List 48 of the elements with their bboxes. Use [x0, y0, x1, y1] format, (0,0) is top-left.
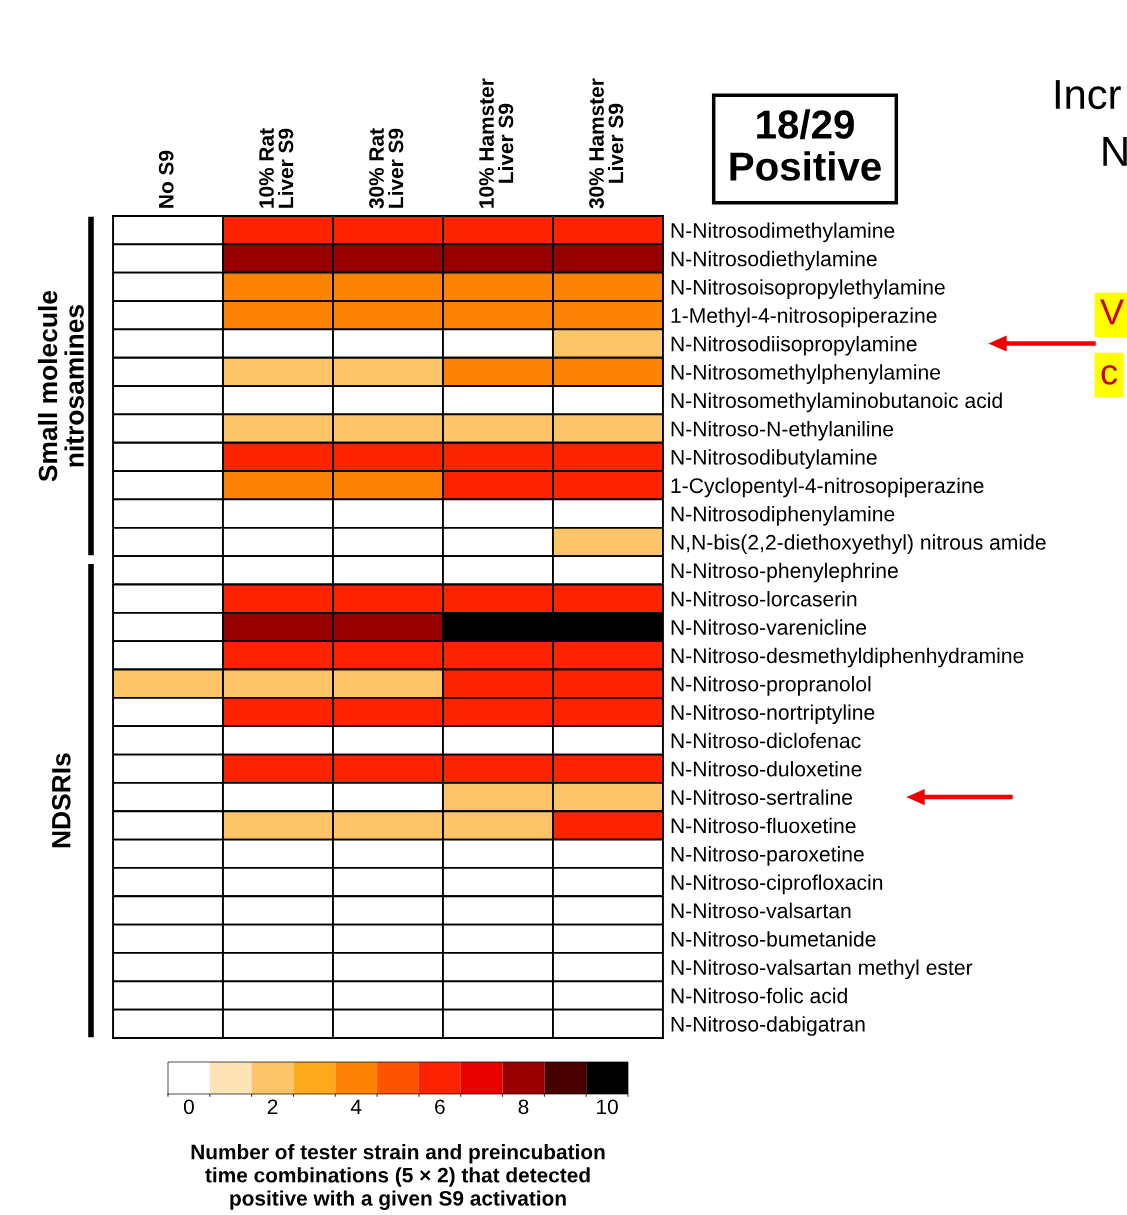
y-tick-label: N,N-bis(2,2-diethoxyethyl) nitrous amide	[671, 534, 1046, 554]
color-bar-label: 6	[435, 1099, 445, 1115]
color-bar-label: 2	[267, 1099, 278, 1114]
y-tick-label: N-Nitroso-phenylephrine	[671, 562, 898, 583]
y-tick-label: N-Nitroso-varenicline	[671, 619, 867, 635]
x-tick-label: 30% Rat Liver S9	[369, 128, 404, 209]
color-bar-title: Number of tester strain and preincubation time combinations (5 × 2) that detected positive with a given S9 activation	[191, 1144, 605, 1210]
y-tick-label: N-Nitroso-propranolol	[671, 676, 871, 696]
y-tick-label: N-Nitrosodimethylamine	[671, 222, 895, 243]
text: Small molecule nitrosamines	[37, 290, 84, 482]
x-tick-label: 30% Hamster Liver S9	[589, 78, 624, 209]
y-tick-label: N-Nitroso-N-ethylaniline	[671, 420, 894, 441]
y-tick-label: N-Nitrosodiisopropylamine	[671, 335, 917, 356]
x-tick-label: 10% Hamster Liver S9	[479, 78, 514, 208]
y-tick-label: 1-Cyclopentyl-4-nitrosopiperazine	[671, 477, 984, 498]
y-tick-label: N-Nitroso-ciprofloxacin	[671, 874, 883, 895]
text: c	[1101, 364, 1118, 385]
y-tick-label: N-Nitroso-bumetanide	[671, 931, 876, 947]
y-tick-label: N-Nitroso-folic acid	[671, 987, 847, 1004]
y-tick-label: N-Nitroso-fluoxetine	[671, 817, 856, 834]
y-tick-label: N-Nitroso-sertraline	[671, 789, 853, 805]
y-tick-label: N-Nitroso-diclofenac	[671, 732, 861, 749]
y-tick-label: N-Nitroso-duloxetine	[671, 761, 862, 777]
text: 18/29 Positive	[730, 109, 881, 181]
y-tick-label: N-Nitrosomethylphenylamine	[671, 364, 941, 384]
y-tick-label: N-Nitrosoisopropylethylamine	[671, 279, 945, 299]
text: V	[1100, 299, 1124, 325]
y-tick-label: N-Nitroso-paroxetine	[671, 846, 864, 866]
y-tick-label: N-Nitrosodibutylamine	[671, 449, 877, 469]
y-tick-label: 1-Methyl-4-nitrosopiperazine	[671, 307, 937, 328]
text: Incr	[1055, 80, 1121, 110]
text: N	[1103, 137, 1127, 166]
x-tick-label: No S9	[158, 150, 174, 208]
text: NDSRIs	[51, 753, 71, 848]
y-tick-label: N-Nitrosodiethylamine	[671, 250, 877, 271]
y-tick-label: N-Nitroso-valsartan	[671, 902, 851, 919]
y-tick-label: N-Nitroso-dabigatran	[671, 1016, 865, 1036]
x-tick-label: 10% Rat Liver S9	[259, 128, 294, 208]
y-tick-label: N-Nitroso-desmethyldiphenhydramine	[671, 647, 1024, 668]
color-bar-label: 4	[350, 1099, 362, 1114]
color-bar-label: 10	[597, 1099, 618, 1115]
y-tick-label: N-Nitroso-nortriptyline	[671, 704, 875, 725]
y-tick-label: N-Nitroso-lorcaserin	[671, 591, 857, 607]
color-bar-label: 8	[518, 1099, 529, 1115]
y-tick-label: N-Nitrosomethylaminobutanoic acid	[671, 392, 1002, 413]
y-tick-label: N-Nitrosodiphenylamine	[671, 505, 895, 526]
y-tick-label: N-Nitroso-valsartan methyl ester	[671, 959, 973, 980]
color-bar-label: 0	[183, 1099, 194, 1115]
